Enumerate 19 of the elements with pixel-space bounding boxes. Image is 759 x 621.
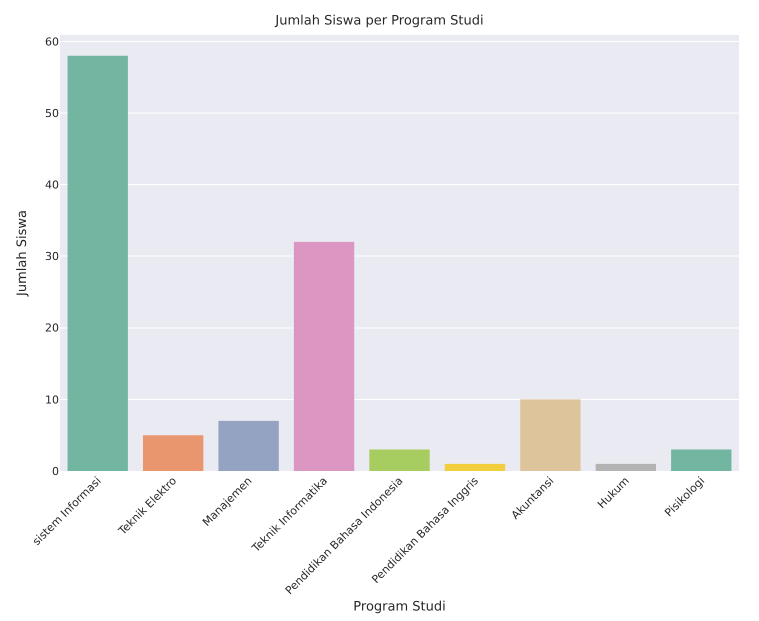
bar bbox=[671, 450, 732, 471]
x-axis-title: Program Studi bbox=[353, 600, 446, 615]
bar bbox=[142, 435, 204, 471]
bar bbox=[596, 464, 656, 471]
y-tick-label: 10 bbox=[45, 393, 59, 406]
y-tick-label: 30 bbox=[45, 250, 59, 264]
bar bbox=[369, 450, 430, 471]
y-tick-label: 0 bbox=[52, 464, 59, 478]
y-axis-title: Jumlah Siswa bbox=[14, 210, 30, 297]
bar bbox=[218, 420, 279, 471]
y-tick-label: 20 bbox=[45, 322, 59, 335]
bar bbox=[444, 464, 506, 471]
bar bbox=[520, 399, 581, 471]
chart-title: Jumlah Siswa per Program Studi bbox=[274, 14, 484, 29]
y-tick-label: 60 bbox=[45, 35, 59, 48]
bar bbox=[68, 56, 128, 471]
y-tick-label: 40 bbox=[45, 178, 59, 192]
y-tick-label: 50 bbox=[45, 106, 59, 120]
bar bbox=[294, 242, 354, 471]
